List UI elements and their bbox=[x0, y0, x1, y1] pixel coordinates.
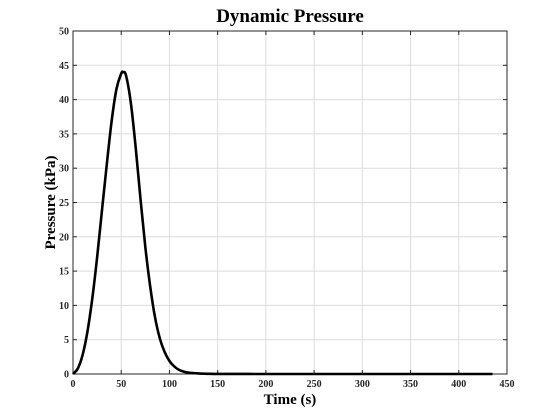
x-axis-label: Time (s) bbox=[264, 392, 317, 408]
y-tick-label: 35 bbox=[59, 129, 69, 140]
y-tick-label: 10 bbox=[59, 301, 69, 312]
y-tick-label: 50 bbox=[59, 27, 69, 38]
y-tick-label: 15 bbox=[59, 267, 69, 278]
x-tick-label: 150 bbox=[210, 379, 225, 390]
x-tick-label: 200 bbox=[258, 379, 273, 390]
grid-layer bbox=[72, 30, 508, 375]
x-tick-label: 450 bbox=[500, 379, 515, 390]
y-tick-label: 45 bbox=[59, 61, 69, 72]
y-tick-label: 40 bbox=[59, 95, 69, 106]
y-tick-label: 0 bbox=[64, 370, 69, 381]
series-line bbox=[72, 70, 493, 376]
x-tick-label: 300 bbox=[355, 379, 370, 390]
y-tick-label: 5 bbox=[64, 335, 69, 346]
x-tick-label: 0 bbox=[71, 379, 76, 390]
y-tick-label: 20 bbox=[59, 232, 69, 243]
x-tick-label: 350 bbox=[403, 379, 418, 390]
x-tick-label: 400 bbox=[451, 379, 466, 390]
chart-title: Dynamic Pressure bbox=[216, 6, 364, 27]
y-tick-label: 25 bbox=[59, 198, 69, 209]
x-tick-label: 250 bbox=[307, 379, 322, 390]
x-tick-label: 100 bbox=[162, 379, 177, 390]
y-tick-label: 30 bbox=[59, 164, 69, 175]
x-tick-label: 50 bbox=[116, 379, 126, 390]
y-axis-label: Pressure (kPa) bbox=[43, 155, 59, 249]
